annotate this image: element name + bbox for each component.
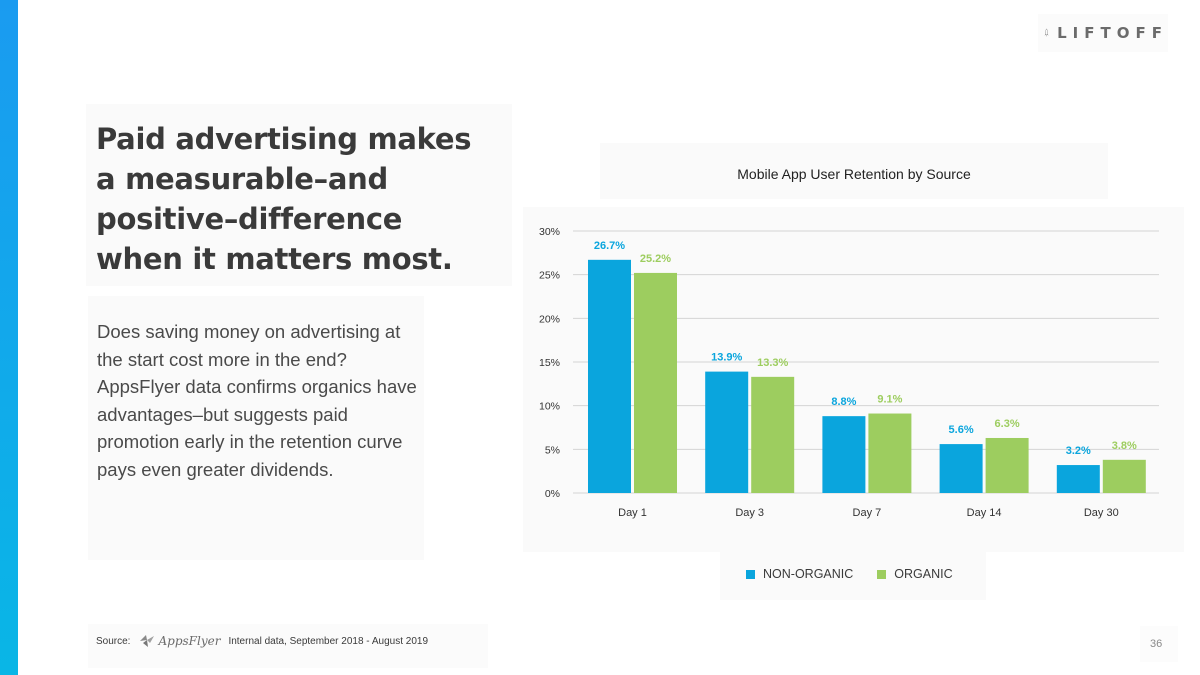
data-label: 26.7%	[594, 240, 625, 252]
chart-legend: NON-ORGANIC ORGANIC	[746, 567, 977, 581]
data-label: 25.2%	[640, 253, 671, 265]
x-tick-label: Day 30	[1084, 507, 1119, 519]
source-panel	[88, 624, 488, 668]
bar-organic	[751, 376, 795, 493]
x-tick-label: Day 7	[853, 507, 882, 519]
body-panel	[88, 296, 424, 560]
bar-organic	[868, 413, 912, 493]
liftoff-logo: LIFTOFF	[1038, 14, 1168, 52]
data-label: 3.8%	[1112, 440, 1137, 452]
source-label: Source:	[96, 635, 131, 647]
y-tick-label: 25%	[539, 270, 560, 282]
y-tick-label: 5%	[545, 444, 560, 456]
bar-non-organic	[705, 371, 749, 493]
page-number-panel	[1140, 626, 1178, 662]
rocket-icon	[1044, 28, 1049, 37]
page-number: 36	[1150, 638, 1163, 650]
bar-organic	[1102, 459, 1146, 493]
accent-bar	[0, 0, 18, 675]
page-title: Paid advertising makes a measurable–and …	[96, 122, 472, 276]
bar-non-organic	[588, 259, 631, 493]
legend-item-non-organic: NON-ORGANIC	[746, 567, 853, 581]
data-label: 8.8%	[831, 396, 856, 408]
bar-non-organic	[1056, 465, 1100, 493]
chart-panel	[523, 207, 1184, 552]
y-tick-label: 0%	[545, 488, 560, 500]
logo-text: LIFTOFF	[1057, 24, 1168, 42]
bar-organic	[985, 437, 1029, 493]
appsflyer-bird-icon	[140, 635, 155, 647]
data-label: 5.6%	[949, 424, 974, 436]
y-tick-label: 15%	[539, 357, 560, 369]
appsflyer-logo: AppsFlyer	[138, 632, 220, 650]
y-tick-label: 20%	[539, 313, 560, 325]
source-line: Source: AppsFlyer Internal data, Septemb…	[96, 632, 428, 650]
legend-panel	[720, 552, 986, 600]
retention-bar-chart: 0% 5% 10% 15% 20% 25% 30% 26.7% 25.2% Day 1 13.9% 1…	[539, 226, 1159, 519]
data-label: 13.9%	[711, 352, 742, 364]
bar-organic	[634, 272, 677, 493]
data-label: 13.3%	[757, 357, 788, 369]
y-tick-label: 10%	[539, 401, 560, 413]
data-label: 9.1%	[877, 394, 902, 406]
chart-title-panel	[600, 143, 1108, 199]
body-paragraph: Does saving money on advertising at the …	[97, 321, 417, 480]
x-tick-label: Day 14	[967, 507, 1002, 519]
legend-label-non-organic: NON-ORGANIC	[763, 567, 854, 581]
source-note: Internal data, September 2018 - August 2…	[228, 635, 429, 647]
data-label: 3.2%	[1066, 445, 1091, 457]
legend-swatch-non-organic	[746, 569, 755, 579]
headline-panel	[86, 104, 512, 286]
bar-non-organic	[822, 416, 866, 493]
bar-non-organic	[939, 444, 983, 493]
legend-label-organic: ORGANIC	[894, 567, 953, 581]
x-tick-label: Day 3	[735, 507, 764, 519]
legend-swatch-organic	[877, 569, 887, 579]
appsflyer-wordmark: AppsFlyer	[158, 634, 221, 648]
x-tick-label: Day 1	[618, 507, 647, 519]
data-label: 6.3%	[995, 418, 1020, 430]
y-tick-label: 30%	[539, 226, 560, 238]
legend-item-organic: ORGANIC	[877, 567, 953, 581]
chart-title: Mobile App User Retention by Source	[737, 166, 971, 182]
